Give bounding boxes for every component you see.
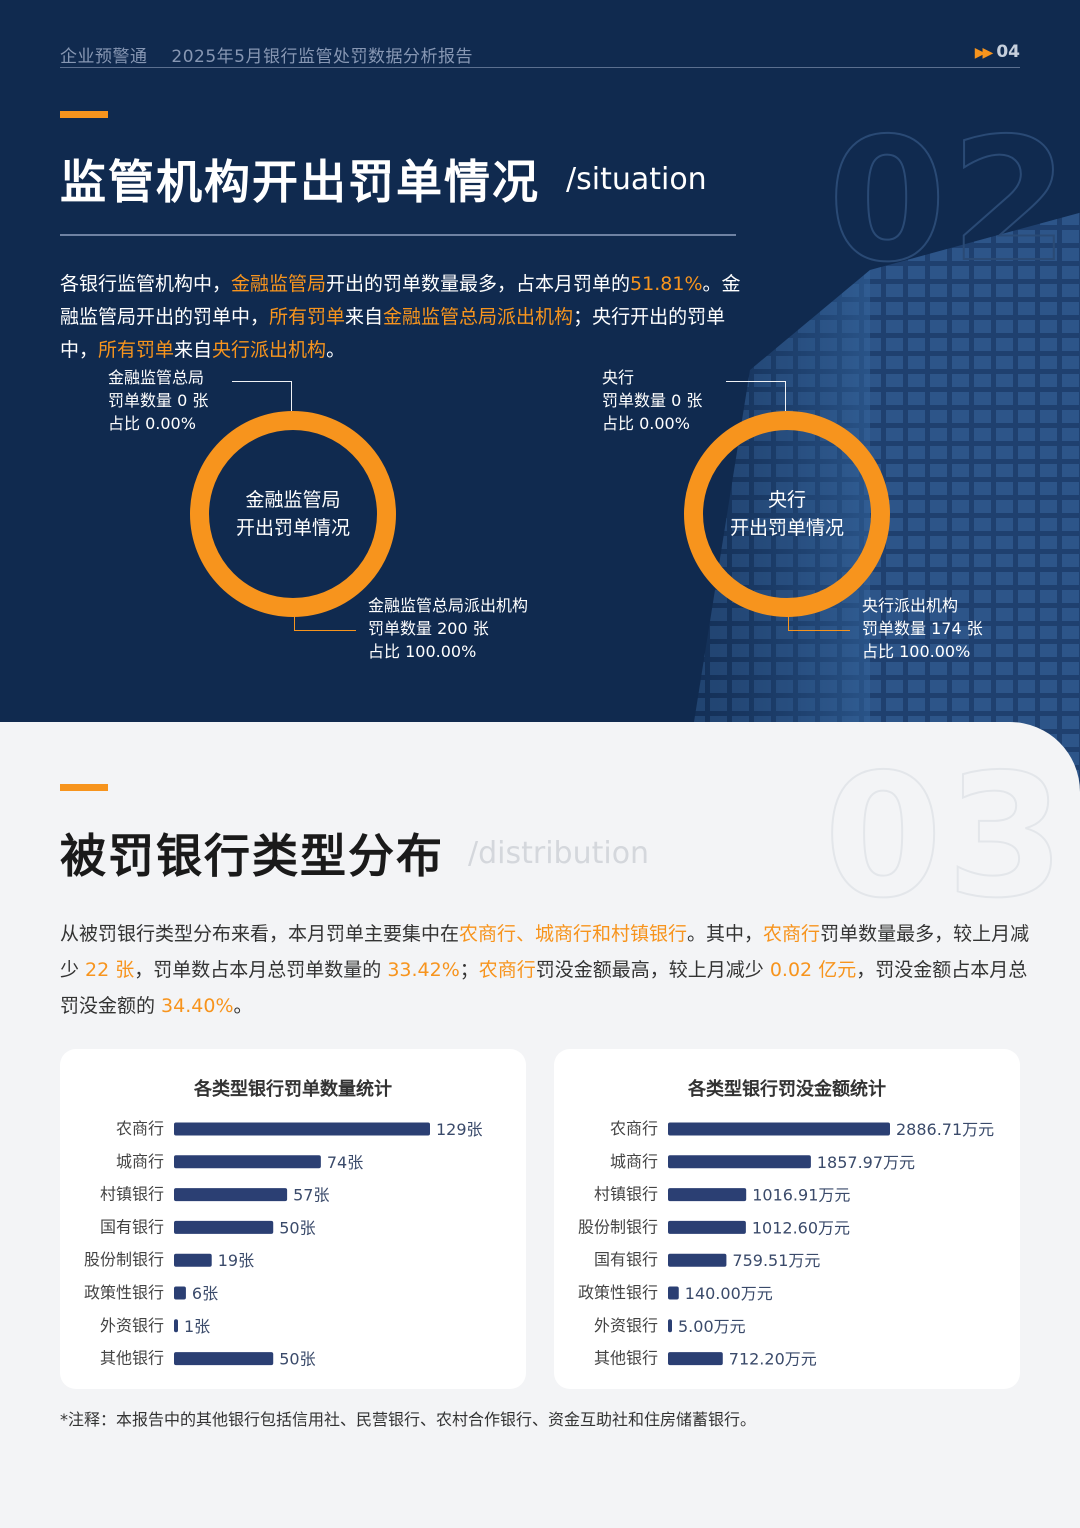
bar <box>668 1286 679 1300</box>
page-indicator: ▶▶ 04 <box>975 42 1020 62</box>
title-accent-bar <box>60 111 108 118</box>
donut1-bottom-callout: 金融监管总局派出机构 罚单数量 200 张 占比 100.00% <box>368 596 529 661</box>
bar <box>174 1220 274 1234</box>
category-label: 政策性银行 <box>84 1283 164 1302</box>
value-label: 1857.97万元 <box>817 1153 915 1172</box>
value-label: 2886.71万元 <box>896 1120 994 1139</box>
bar <box>174 1352 274 1366</box>
situation-section: 企业预警通 2025年5月银行监管处罚数据分析报告 ▶▶ 04 监管机构开出罚单情… <box>0 0 1080 800</box>
count-chart-card: 各类型银行罚单数量统计 农商行 129张 城商行 74张 村镇银行 57张 国有银行 50张股… <box>60 1049 526 1389</box>
donut2-top-leader <box>726 381 786 411</box>
section-number-2: 03 <box>823 738 1069 936</box>
category-label: 股份制银行 <box>84 1250 164 1269</box>
bar <box>668 1188 747 1202</box>
category-label: 其他银行 <box>594 1349 658 1368</box>
section-title-2: 被罚银行类型分布 <box>60 829 444 883</box>
donut1-top-callout: 金融监管总局 罚单数量 0 张 占比 0.00% <box>108 368 209 433</box>
bar <box>668 1352 723 1366</box>
category-label: 农商行 <box>116 1119 164 1138</box>
amount-chart-card: 各类型银行罚没金额统计 农商行 2886.71万元城商行 1857.97万元村镇银行… <box>554 1049 1020 1389</box>
donut1-ring: 金融监管局 开出罚单情况 <box>190 411 396 617</box>
bar <box>668 1155 811 1169</box>
count-chart-title: 各类型银行罚单数量统计 <box>194 1079 392 1100</box>
value-label: 57张 <box>293 1186 329 1205</box>
report-header: 企业预警通 2025年5月银行监管处罚数据分析报告 ▶▶ 04 <box>60 42 1020 68</box>
donut2-bottom-callout: 央行派出机构 罚单数量 174 张 占比 100.00% <box>862 596 983 661</box>
section-subtitle-2: /distribution <box>468 836 650 871</box>
category-label: 股份制银行 <box>578 1217 658 1236</box>
page-number: 04 <box>996 42 1020 62</box>
category-label: 其他银行 <box>100 1349 164 1368</box>
category-label: 国有银行 <box>100 1217 164 1236</box>
situation-summary: 各银行监管机构中，金融监管局开出的罚单数量最多，占本月罚单的51.81%。金融监… <box>60 273 741 361</box>
bar <box>668 1122 890 1136</box>
value-label: 1张 <box>184 1317 210 1336</box>
value-label: 759.51万元 <box>732 1251 820 1270</box>
value-label: 1012.60万元 <box>752 1218 850 1237</box>
category-label: 外资银行 <box>594 1316 658 1335</box>
category-label: 农商行 <box>610 1119 658 1138</box>
building-illustration <box>681 212 1080 800</box>
section-subtitle: /situation <box>566 162 707 197</box>
bar <box>174 1253 212 1267</box>
value-label: 1016.91万元 <box>752 1186 850 1205</box>
value-label: 6张 <box>192 1284 218 1303</box>
category-label: 村镇银行 <box>100 1185 164 1204</box>
section-number: 02 <box>827 102 1073 300</box>
bar <box>174 1122 430 1136</box>
category-label: 外资银行 <box>100 1316 164 1335</box>
donut2-label: 央行 开出罚单情况 <box>729 489 844 539</box>
bar <box>174 1155 321 1169</box>
title-accent-bar-2 <box>60 784 108 791</box>
category-label: 城商行 <box>116 1152 164 1171</box>
bar <box>174 1286 186 1300</box>
bar <box>174 1319 178 1333</box>
double-chevron-icon: ▶▶ <box>974 45 993 61</box>
title-divider <box>60 234 736 236</box>
bar <box>668 1319 672 1333</box>
amount-chart-title: 各类型银行罚没金额统计 <box>688 1079 886 1100</box>
donut2-ring: 央行 开出罚单情况 <box>684 411 890 617</box>
donut2-bottom-leader <box>788 614 850 631</box>
footnote: *注释：本报告中的其他银行包括信用社、民营银行、农村合作银行、资金互助社和住房储… <box>60 1410 757 1429</box>
distribution-summary: 从被罚银行类型分布来看，本月罚单主要集中在农商行、城商行和村镇银行。其中，农商行… <box>60 923 1030 1017</box>
bar <box>174 1188 288 1202</box>
donut1-bottom-leader <box>294 614 356 631</box>
value-label: 50张 <box>279 1218 315 1237</box>
value-label: 712.20万元 <box>729 1350 817 1369</box>
bar <box>668 1253 727 1267</box>
brand-name: 企业预警通 <box>60 47 148 67</box>
donut2-top-callout: 央行 罚单数量 0 张 占比 0.00% <box>602 368 703 433</box>
donut1-label: 金融监管局 开出罚单情况 <box>235 489 350 539</box>
category-label: 城商行 <box>610 1152 658 1171</box>
category-label: 国有银行 <box>594 1250 658 1269</box>
value-label: 50张 <box>279 1350 315 1369</box>
category-label: 村镇银行 <box>594 1185 658 1204</box>
donut1-top-leader <box>232 381 292 411</box>
value-label: 140.00万元 <box>685 1284 773 1303</box>
value-label: 74张 <box>327 1153 363 1172</box>
value-label: 5.00万元 <box>678 1317 746 1336</box>
breadcrumb: 企业预警通 2025年5月银行监管处罚数据分析报告 <box>60 42 491 67</box>
category-label: 政策性银行 <box>578 1283 658 1302</box>
section-title: 监管机构开出罚单情况 <box>60 155 540 209</box>
bar <box>668 1220 746 1234</box>
value-label: 19张 <box>218 1251 254 1270</box>
value-label: 129张 <box>436 1120 483 1139</box>
report-title: 2025年5月银行监管处罚数据分析报告 <box>171 47 473 67</box>
